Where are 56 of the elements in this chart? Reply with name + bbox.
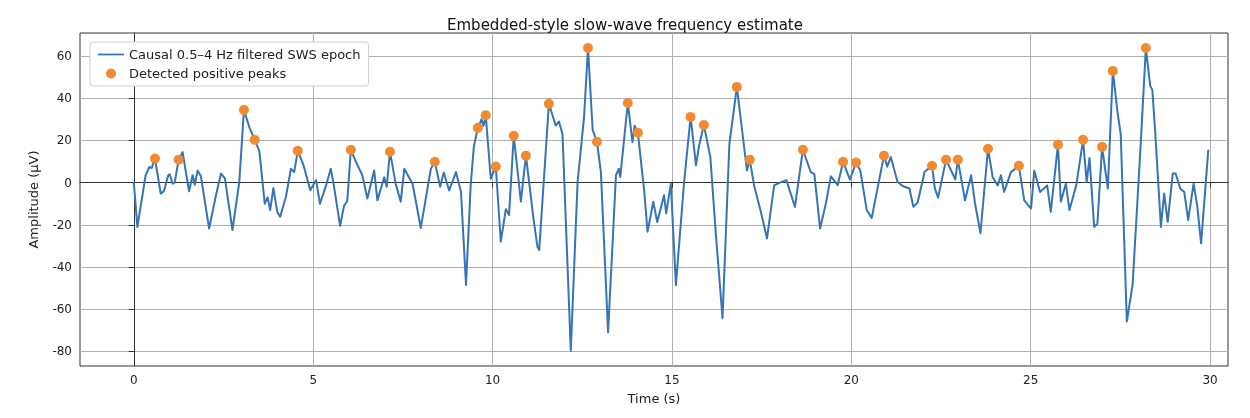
- point: [238, 104, 249, 115]
- x-tick-label: 25: [1023, 373, 1039, 387]
- x-tick-label: 15: [664, 373, 680, 387]
- chart-title: Embedded-style slow-wave frequency estimate: [447, 15, 803, 34]
- point: [345, 144, 356, 155]
- y-tick-label: -80: [52, 344, 72, 359]
- y-tick-label: 20: [56, 133, 72, 148]
- y-axis-title: Amplitude (µV): [26, 150, 41, 249]
- point: [1078, 134, 1089, 145]
- point: [292, 145, 303, 156]
- point: [583, 42, 593, 53]
- y-tick-label: -60: [52, 302, 72, 317]
- point: [698, 119, 709, 130]
- point: [927, 160, 938, 171]
- point: [952, 154, 963, 165]
- point: [878, 150, 889, 161]
- point: [622, 97, 633, 108]
- point: [543, 98, 554, 109]
- x-tick-label: 10: [484, 373, 501, 387]
- y-tick-label: -20: [52, 217, 72, 232]
- point: [472, 122, 483, 133]
- point: [384, 146, 395, 157]
- y-tick-label: 40: [56, 91, 72, 106]
- legend-label: Detected positive peaks: [129, 66, 287, 81]
- point: [731, 81, 742, 92]
- point: [1097, 141, 1108, 152]
- x-tick-label: 20: [843, 373, 859, 387]
- point: [1013, 160, 1024, 171]
- x-axis-title: Time (s): [626, 391, 681, 406]
- y-tick-label: 0: [64, 175, 72, 190]
- point: [508, 130, 519, 141]
- point: [480, 110, 491, 121]
- point: [591, 136, 602, 147]
- point: [838, 156, 849, 167]
- point: [850, 157, 861, 168]
- point: [429, 156, 440, 167]
- point: [1140, 42, 1151, 53]
- point: [149, 153, 160, 164]
- point: [685, 111, 696, 122]
- legend-label: Causal 0.5–4 Hz filtered SWS epoch: [129, 47, 361, 62]
- point: [797, 144, 808, 155]
- point: [1107, 65, 1118, 76]
- point: [520, 150, 531, 161]
- point: [941, 154, 952, 165]
- y-tick-label: -40: [52, 259, 72, 274]
- point: [173, 154, 184, 165]
- y-tick-label: 60: [56, 49, 72, 64]
- point: [983, 143, 993, 154]
- point: [744, 154, 755, 165]
- x-tick-label: 30: [1202, 373, 1218, 387]
- x-tick-label: 0: [129, 373, 138, 387]
- point: [249, 134, 260, 145]
- point: [1052, 139, 1063, 150]
- point: [632, 127, 643, 138]
- point: [490, 161, 501, 172]
- x-tick-label: 5: [309, 373, 318, 387]
